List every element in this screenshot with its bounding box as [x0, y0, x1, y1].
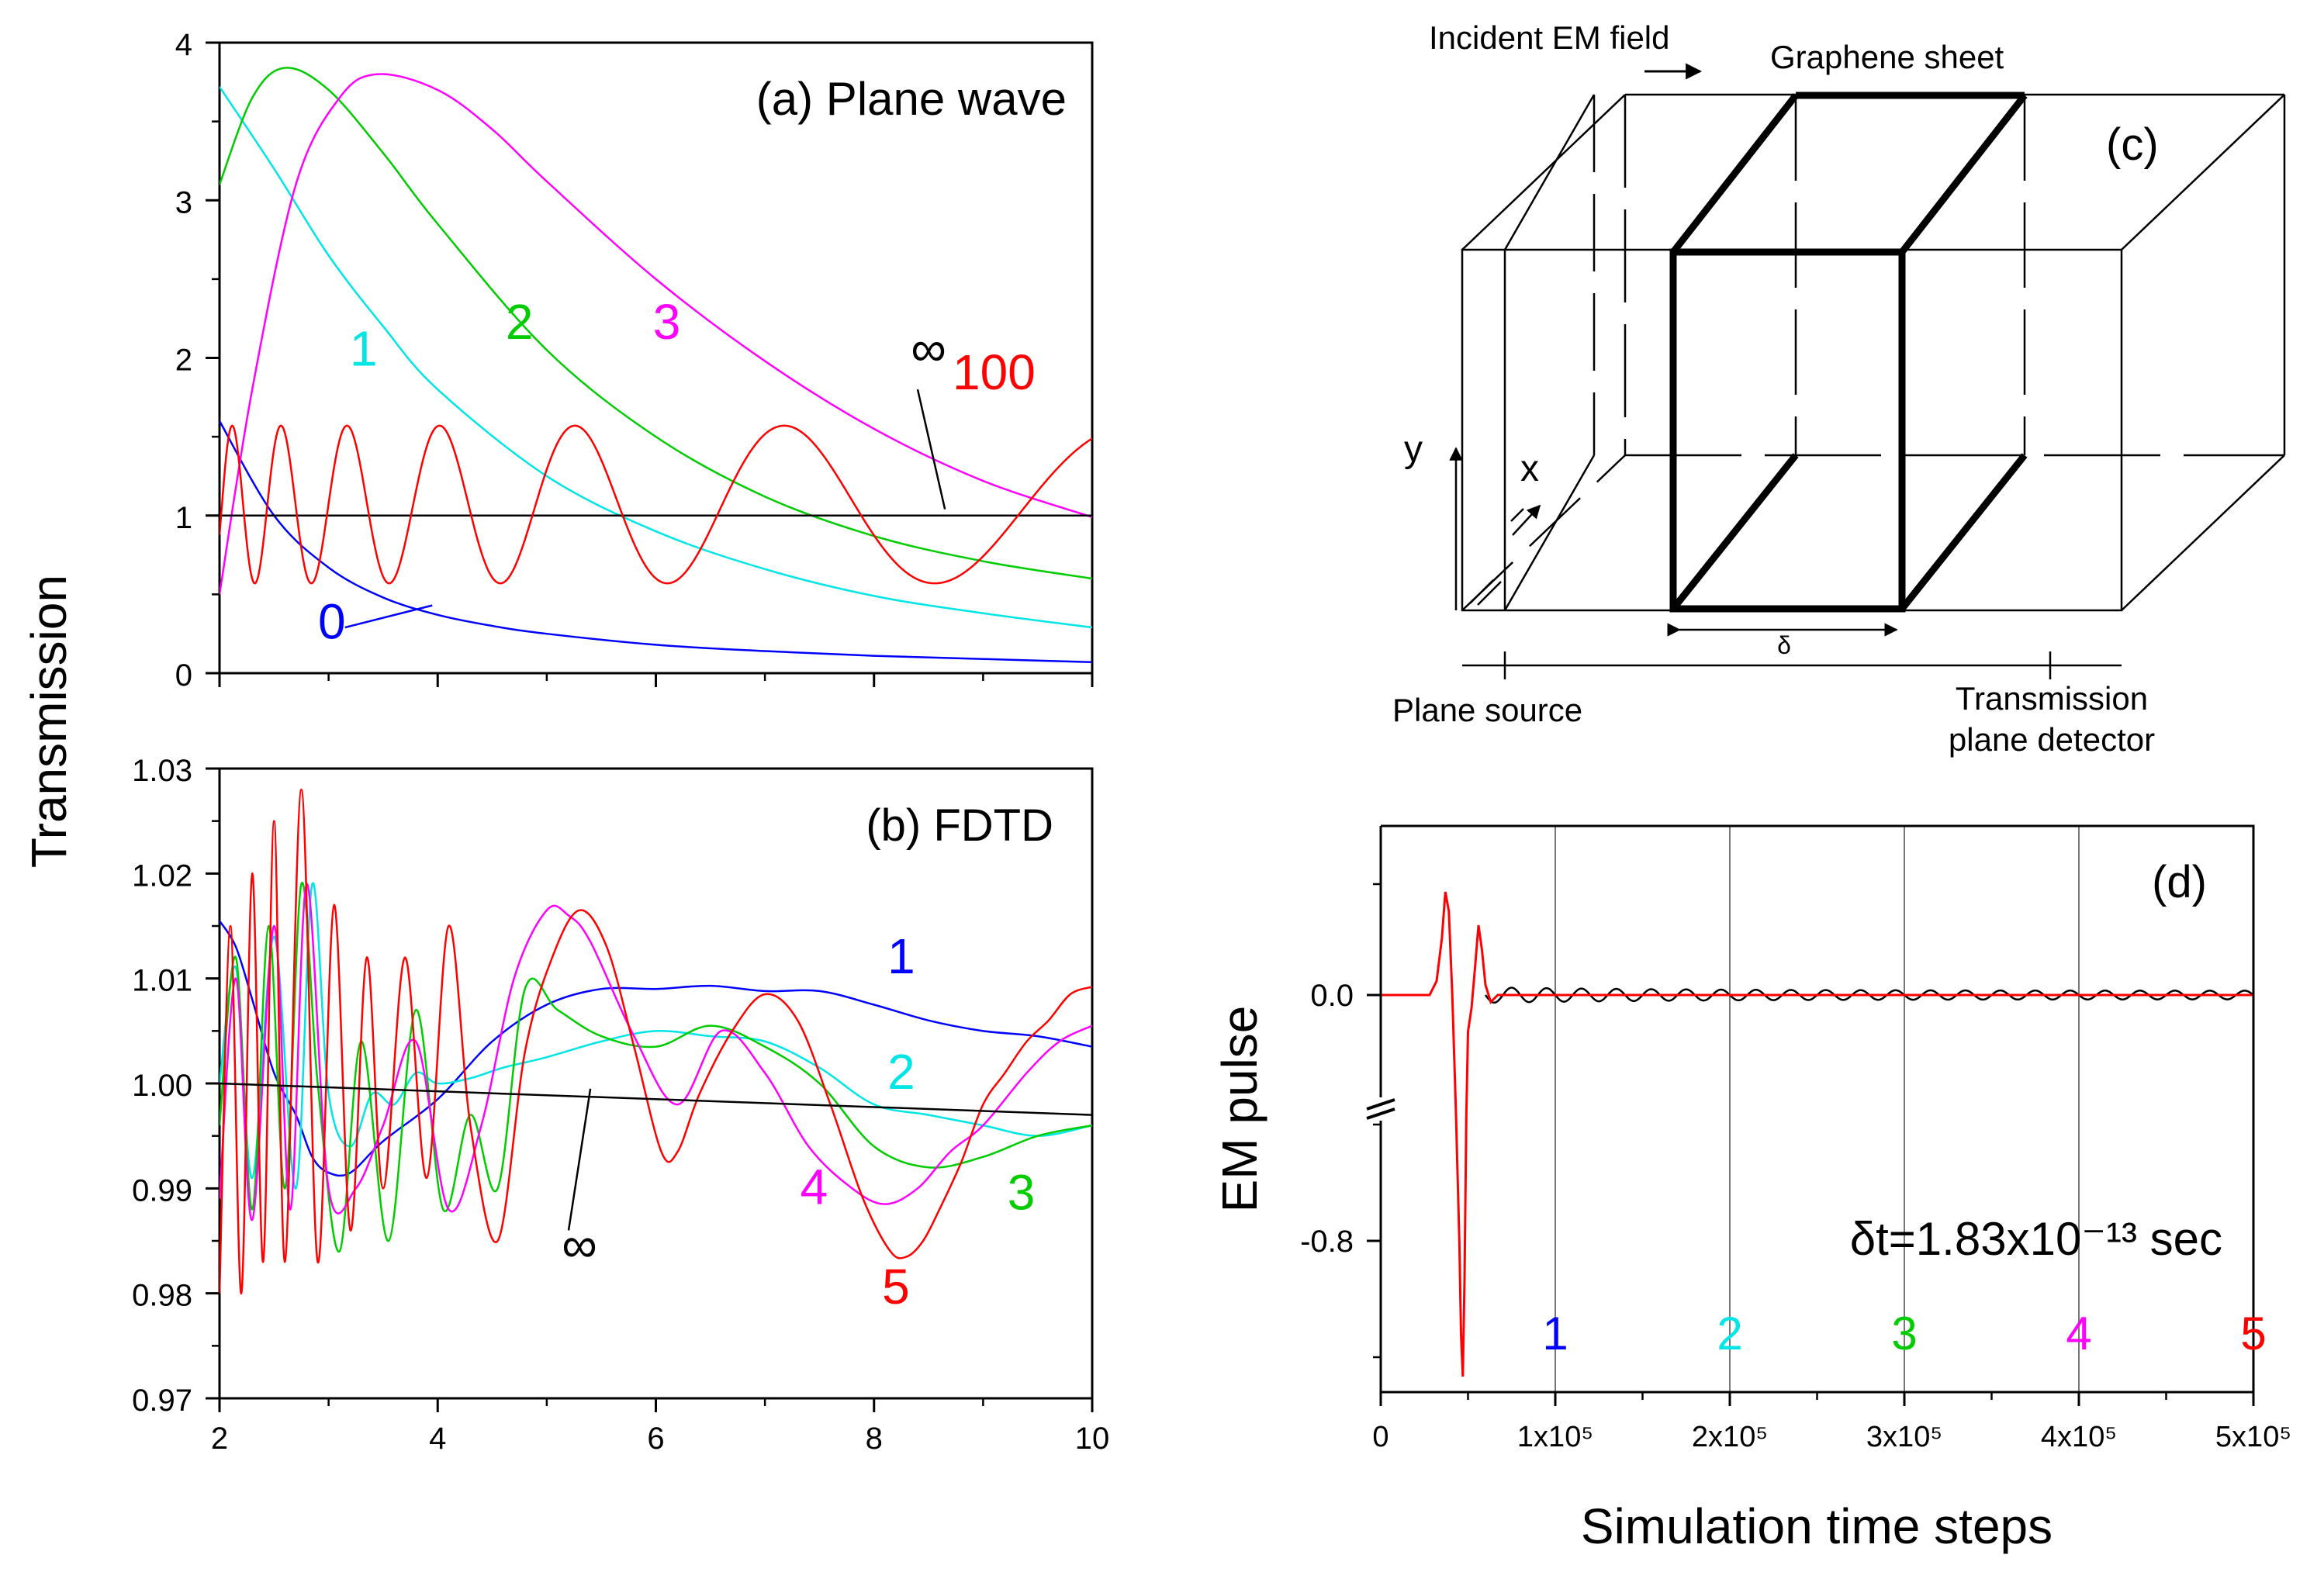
time-step-marker: 5 [2240, 1308, 2266, 1360]
y-tick-label: 1.00 [132, 1069, 192, 1103]
series-line-4 [220, 883, 1092, 1221]
curve-label: 4 [801, 1159, 828, 1215]
y-tick-label: 0.99 [132, 1173, 192, 1208]
panel-d-frame [1379, 824, 2255, 1394]
label-pointer-line [916, 389, 946, 510]
y-tick-label: 2 [175, 344, 192, 378]
series-line-1 [220, 86, 1092, 629]
panel-b-series [220, 788, 1092, 1294]
graphene-back-edges [1794, 95, 2026, 455]
simulation-box [1461, 93, 2286, 612]
panel-d-time-markers: 1 2 3 4 5 [1542, 1308, 2266, 1360]
y-tick-label: -0.8 [1300, 1225, 1354, 1259]
x-tick-label: 3x10⁵ [1866, 1421, 1942, 1453]
panel-d-title: (d) [2152, 857, 2207, 907]
x-tick-label: 10 [1075, 1422, 1110, 1456]
curve-label: ∞ [911, 321, 946, 377]
curve-label: 1 [887, 928, 915, 984]
series-line-3 [220, 73, 1092, 595]
x-axis-arrow [1512, 504, 1541, 536]
curve-label: 2 [887, 1044, 915, 1100]
panel-c-schematic [1449, 63, 2286, 679]
series-line-∞ [220, 1082, 1092, 1116]
y-tick-label: 0 [175, 658, 192, 693]
detector-label-line2: plane detector [1949, 721, 2155, 758]
panel-a-title: (a) Plane wave [756, 73, 1067, 125]
y-tick-label: 1.03 [132, 754, 192, 788]
panel-a-curve-labels: 0 1 2 3 ∞ 100 [318, 294, 1036, 649]
plane-source-label: Plane source [1392, 692, 1582, 728]
panel-a-series [220, 67, 1092, 664]
x-axis-arrow-tail [1510, 508, 1524, 522]
x-tick-label: 2 [211, 1422, 228, 1456]
axis-break-mark-1 [1366, 1098, 1395, 1111]
label-pointer-line [567, 1088, 592, 1231]
y-axis-label: y [1404, 429, 1423, 470]
time-step-marker: 4 [2066, 1308, 2091, 1360]
panel-d-x-axis-title: Simulation time steps [1581, 1498, 2053, 1554]
y-tick-label: 1 [175, 501, 192, 535]
z-hatch-1 [1469, 579, 1494, 604]
z-hatch-2 [1477, 581, 1502, 606]
x-tick-label: 8 [866, 1422, 883, 1456]
time-step-marker: 2 [1717, 1308, 1742, 1360]
time-step-annotation: δt=1.83x10⁻¹³ sec [1850, 1213, 2222, 1265]
curve-label: 1 [350, 321, 378, 377]
x-tick-label: 0 [1372, 1421, 1389, 1453]
time-step-marker: 1 [1542, 1308, 1568, 1360]
x-tick-label: 1x10⁵ [1517, 1421, 1593, 1453]
plane-source-plane [1503, 94, 1596, 611]
incident-field-label: Incident EM field [1429, 19, 1670, 56]
panel-b-ticks: 2 4 6 8 10 0.97 0.98 0.99 1.00 1.01 1.02 1.03 [132, 754, 1109, 1456]
y-tick-label: 1.01 [132, 964, 192, 998]
series-line-2 [220, 67, 1092, 580]
panel-d-series [1381, 891, 2253, 1377]
y-tick-label: 0.0 [1310, 979, 1354, 1013]
panel-d-ticks: 0 1x10⁵ 2x10⁵ 3x10⁵ 4x10⁵ 5x10⁵ 0.0 -0.8 [1300, 883, 2291, 1453]
time-step-marker: 3 [1891, 1308, 1917, 1360]
series-line-100 [220, 424, 1092, 585]
axis-break-mark-2 [1366, 1107, 1395, 1120]
x-tick-label: 5x10⁵ [2215, 1421, 2291, 1453]
panel-c-labels: Incident EM field Graphene sheet (c) y x… [1392, 19, 2159, 758]
panel-b-fdtd-chart: 2 4 6 8 100.970.980.991.001.011.021.03 12345… [132, 754, 1109, 1456]
curve-label: 3 [1008, 1164, 1036, 1220]
curve-label: 5 [882, 1259, 910, 1315]
panel-d-y-axis-title: EM pulse [1212, 1006, 1267, 1213]
label-pointer-line [344, 604, 433, 629]
x-tick-label: 6 [647, 1422, 664, 1456]
x-tick-label: 4x10⁵ [2041, 1421, 2117, 1453]
panel-c-title: (c) [2106, 119, 2159, 170]
curve-label: ∞ [562, 1217, 597, 1273]
delta-label: δ [1777, 631, 1791, 659]
panel-b-pointers [567, 1088, 592, 1231]
panel-b-curve-labels: 1 2 3 45 ∞ [562, 928, 1035, 1315]
y-tick-label: 0.97 [132, 1384, 192, 1418]
series-line-em-pulse [1381, 891, 2253, 1377]
graphene-sheet-slab [1669, 92, 2028, 613]
panel-b-title: (b) FDTD [866, 800, 1053, 851]
panel-a-plane-wave-chart: 0 1 2 3 4 0 1 2 3 ∞ 100 (a) Plane wave [175, 28, 1094, 693]
curve-label: 3 [653, 294, 681, 350]
y-tick-label: 4 [175, 28, 192, 62]
curve-label: 2 [506, 294, 534, 350]
series-line-5 [220, 788, 1092, 1294]
curve-label: 0 [318, 593, 346, 649]
y-tick-label: 0.98 [132, 1279, 192, 1313]
panel-a-ticks: 0 1 2 3 4 [175, 28, 1094, 693]
y-tick-label: 1.02 [132, 859, 192, 893]
detector-label-line1: Transmission [1956, 680, 2148, 717]
x-axis-label: x [1520, 448, 1539, 489]
shared-y-axis-title: Transmission [21, 575, 77, 868]
panel-a-pointers [344, 389, 946, 629]
y-tick-label: 3 [175, 185, 192, 219]
x-tick-label: 2x10⁵ [1692, 1421, 1768, 1453]
curve-label: 100 [953, 344, 1036, 400]
graphene-sheet-label: Graphene sheet [1770, 39, 2004, 75]
panel-b-frame [218, 767, 1094, 1400]
x-tick-label: 4 [429, 1422, 446, 1456]
